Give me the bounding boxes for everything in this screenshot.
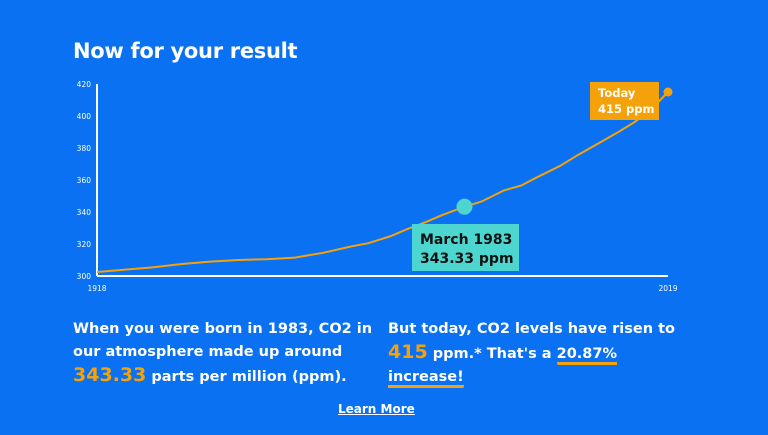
page-title: Now for your result: [73, 39, 298, 63]
today-callout-label: Today: [598, 86, 636, 100]
today-paragraph: But today, CO2 levels have risen to 415 …: [388, 318, 688, 389]
x-tick-label: 2019: [658, 284, 677, 293]
y-tick-label: 300: [77, 272, 92, 281]
born-callout: March 1983 343.33 ppm: [412, 224, 519, 271]
born-callout-value: 343.33 ppm: [420, 251, 514, 267]
today-ppm-value: 415: [388, 341, 428, 363]
increase-highlight: 20.87% increase!: [388, 346, 618, 388]
born-marker: [456, 198, 473, 215]
born-callout-date: March 1983: [420, 232, 513, 248]
y-tick-label: 400: [77, 112, 92, 121]
today-text-1: But today, CO2 levels have risen to: [388, 321, 675, 337]
x-tick-label: 1918: [87, 284, 106, 293]
today-marker: [663, 87, 673, 97]
y-tick-label: 420: [77, 80, 92, 89]
learn-more-link[interactable]: Learn More: [338, 402, 415, 416]
y-tick-label: 340: [77, 208, 92, 217]
y-tick-label: 380: [77, 144, 92, 153]
today-callout: Today 415 ppm: [590, 82, 659, 120]
co2-chart: 300 320 340 360 380 400 420 1918 2019: [77, 80, 678, 293]
born-ppm-value: 343.33: [73, 364, 147, 386]
y-tick-label: 360: [77, 176, 92, 185]
co2-line: [96, 91, 669, 273]
today-text-2: ppm.* That's a: [427, 346, 557, 362]
born-paragraph: When you were born in 1983, CO2 in our a…: [73, 318, 373, 389]
y-tick-label: 320: [77, 240, 92, 249]
today-callout-value: 415 ppm: [598, 102, 655, 116]
born-text-1: When you were born in 1983, CO2 in our a…: [73, 321, 373, 360]
born-text-2: parts per million (ppm).: [146, 369, 347, 385]
